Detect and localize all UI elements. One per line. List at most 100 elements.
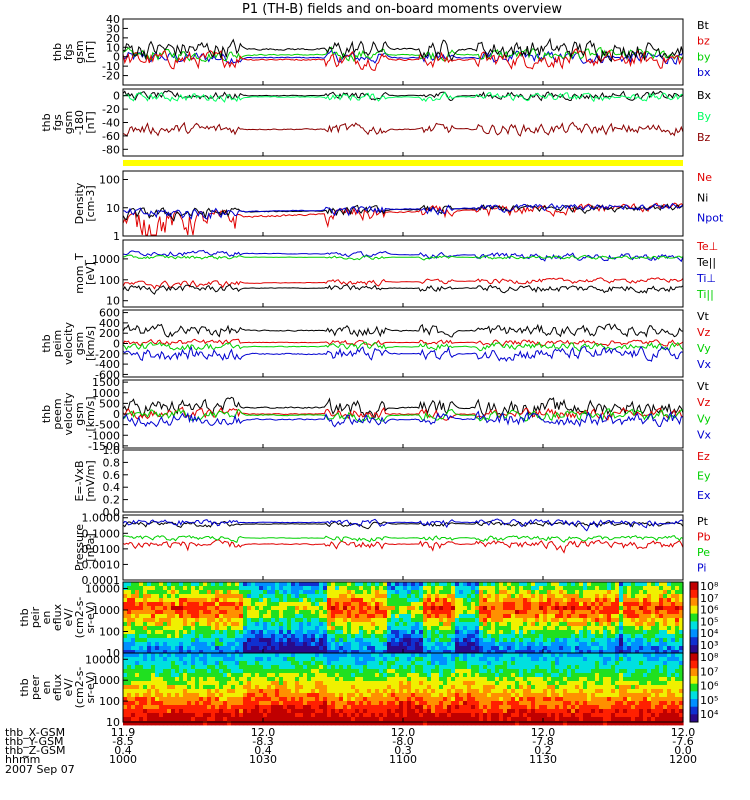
heatmap-cell bbox=[231, 598, 236, 603]
heatmap-cell bbox=[571, 717, 576, 722]
heatmap-cell bbox=[607, 650, 612, 655]
heatmap-cell bbox=[467, 650, 472, 655]
heatmap-cell bbox=[263, 721, 268, 726]
heatmap-cell bbox=[419, 586, 424, 591]
heatmap-cell bbox=[355, 618, 360, 623]
heatmap-cell bbox=[659, 614, 664, 619]
heatmap-cell bbox=[487, 665, 492, 670]
heatmap-cell bbox=[271, 657, 276, 662]
heatmap-cell bbox=[375, 713, 380, 718]
heatmap-cell bbox=[359, 689, 364, 694]
heatmap-cell bbox=[515, 697, 520, 702]
legend-entry: bx bbox=[697, 66, 711, 79]
heatmap-cell bbox=[175, 634, 180, 639]
heatmap-cell bbox=[379, 721, 384, 726]
heatmap-cell bbox=[427, 713, 432, 718]
heatmap-cell bbox=[203, 693, 208, 698]
heatmap-cell bbox=[219, 709, 224, 714]
heatmap-cell bbox=[295, 689, 300, 694]
heatmap-cell bbox=[319, 657, 324, 662]
heatmap-cell bbox=[503, 681, 508, 686]
heatmap-cell bbox=[351, 606, 356, 611]
heatmap-cell bbox=[207, 673, 212, 678]
heatmap-cell bbox=[151, 650, 156, 655]
heatmap-cell bbox=[163, 709, 168, 714]
colorbar-segment bbox=[690, 645, 698, 654]
heatmap-cell bbox=[311, 721, 316, 726]
heatmap-cell bbox=[599, 650, 604, 655]
heatmap-cell bbox=[443, 646, 448, 651]
heatmap-cell bbox=[467, 634, 472, 639]
heatmap-cell bbox=[367, 582, 372, 587]
heatmap-cell bbox=[479, 665, 484, 670]
heatmap-cell bbox=[199, 594, 204, 599]
heatmap-cell bbox=[163, 705, 168, 710]
heatmap-cell bbox=[515, 626, 520, 631]
heatmap-cell bbox=[215, 594, 220, 599]
heatmap-cell bbox=[331, 586, 336, 591]
heatmap-cell bbox=[391, 689, 396, 694]
heatmap-cell bbox=[439, 650, 444, 655]
heatmap-cell bbox=[407, 618, 412, 623]
heatmap-cell bbox=[135, 594, 140, 599]
heatmap-cell bbox=[147, 630, 152, 635]
heatmap-cell bbox=[407, 721, 412, 726]
heatmap-cell bbox=[271, 642, 276, 647]
heatmap-cell bbox=[671, 590, 676, 595]
heatmap-cell bbox=[247, 701, 252, 706]
heatmap-cell bbox=[231, 626, 236, 631]
heatmap-cell bbox=[543, 681, 548, 686]
heatmap-cell bbox=[475, 681, 480, 686]
heatmap-cell bbox=[447, 709, 452, 714]
heatmap-cell bbox=[131, 582, 136, 587]
heatmap-cell bbox=[355, 681, 360, 686]
heatmap-cell bbox=[195, 602, 200, 607]
heatmap-cell bbox=[463, 606, 468, 611]
heatmap-cell bbox=[543, 661, 548, 666]
heatmap-cell bbox=[447, 594, 452, 599]
heatmap-cell bbox=[539, 586, 544, 591]
heatmap-cell bbox=[463, 590, 468, 595]
heatmap-cell bbox=[143, 586, 148, 591]
heatmap-cell bbox=[415, 685, 420, 690]
heatmap-cell bbox=[383, 713, 388, 718]
heatmap-cell bbox=[507, 602, 512, 607]
heatmap-cell bbox=[207, 582, 212, 587]
heatmap-cell bbox=[287, 626, 292, 631]
heatmap-cell bbox=[595, 626, 600, 631]
heatmap-cell bbox=[311, 653, 316, 658]
heatmap-cell bbox=[235, 721, 240, 726]
heatmap-cell bbox=[279, 598, 284, 603]
heatmap-cell bbox=[171, 622, 176, 627]
heatmap-cell bbox=[327, 681, 332, 686]
heatmap-cell bbox=[531, 618, 536, 623]
heatmap-cell bbox=[139, 681, 144, 686]
heatmap-cell bbox=[515, 665, 520, 670]
heatmap-cell bbox=[563, 602, 568, 607]
heatmap-cell bbox=[575, 673, 580, 678]
heatmap-cell bbox=[667, 614, 672, 619]
heatmap-cell bbox=[123, 721, 128, 726]
heatmap-cell bbox=[239, 705, 244, 710]
heatmap-cell bbox=[191, 701, 196, 706]
heatmap-cell bbox=[207, 653, 212, 658]
heatmap-cell bbox=[323, 586, 328, 591]
heatmap-cell bbox=[291, 709, 296, 714]
heatmap-cell bbox=[383, 669, 388, 674]
heatmap-cell bbox=[291, 721, 296, 726]
heatmap-cell bbox=[379, 618, 384, 623]
heatmap-cell bbox=[599, 693, 604, 698]
heatmap-cell bbox=[451, 697, 456, 702]
heatmap-cell bbox=[571, 705, 576, 710]
heatmap-cell bbox=[223, 689, 228, 694]
heatmap-cell bbox=[527, 681, 532, 686]
heatmap-cell bbox=[343, 697, 348, 702]
heatmap-cell bbox=[519, 602, 524, 607]
heatmap-cell bbox=[571, 650, 576, 655]
heatmap-cell bbox=[291, 689, 296, 694]
heatmap-cell bbox=[523, 594, 528, 599]
heatmap-cell bbox=[171, 653, 176, 658]
heatmap-cell bbox=[587, 610, 592, 615]
heatmap-cell bbox=[567, 665, 572, 670]
heatmap-cell bbox=[279, 642, 284, 647]
